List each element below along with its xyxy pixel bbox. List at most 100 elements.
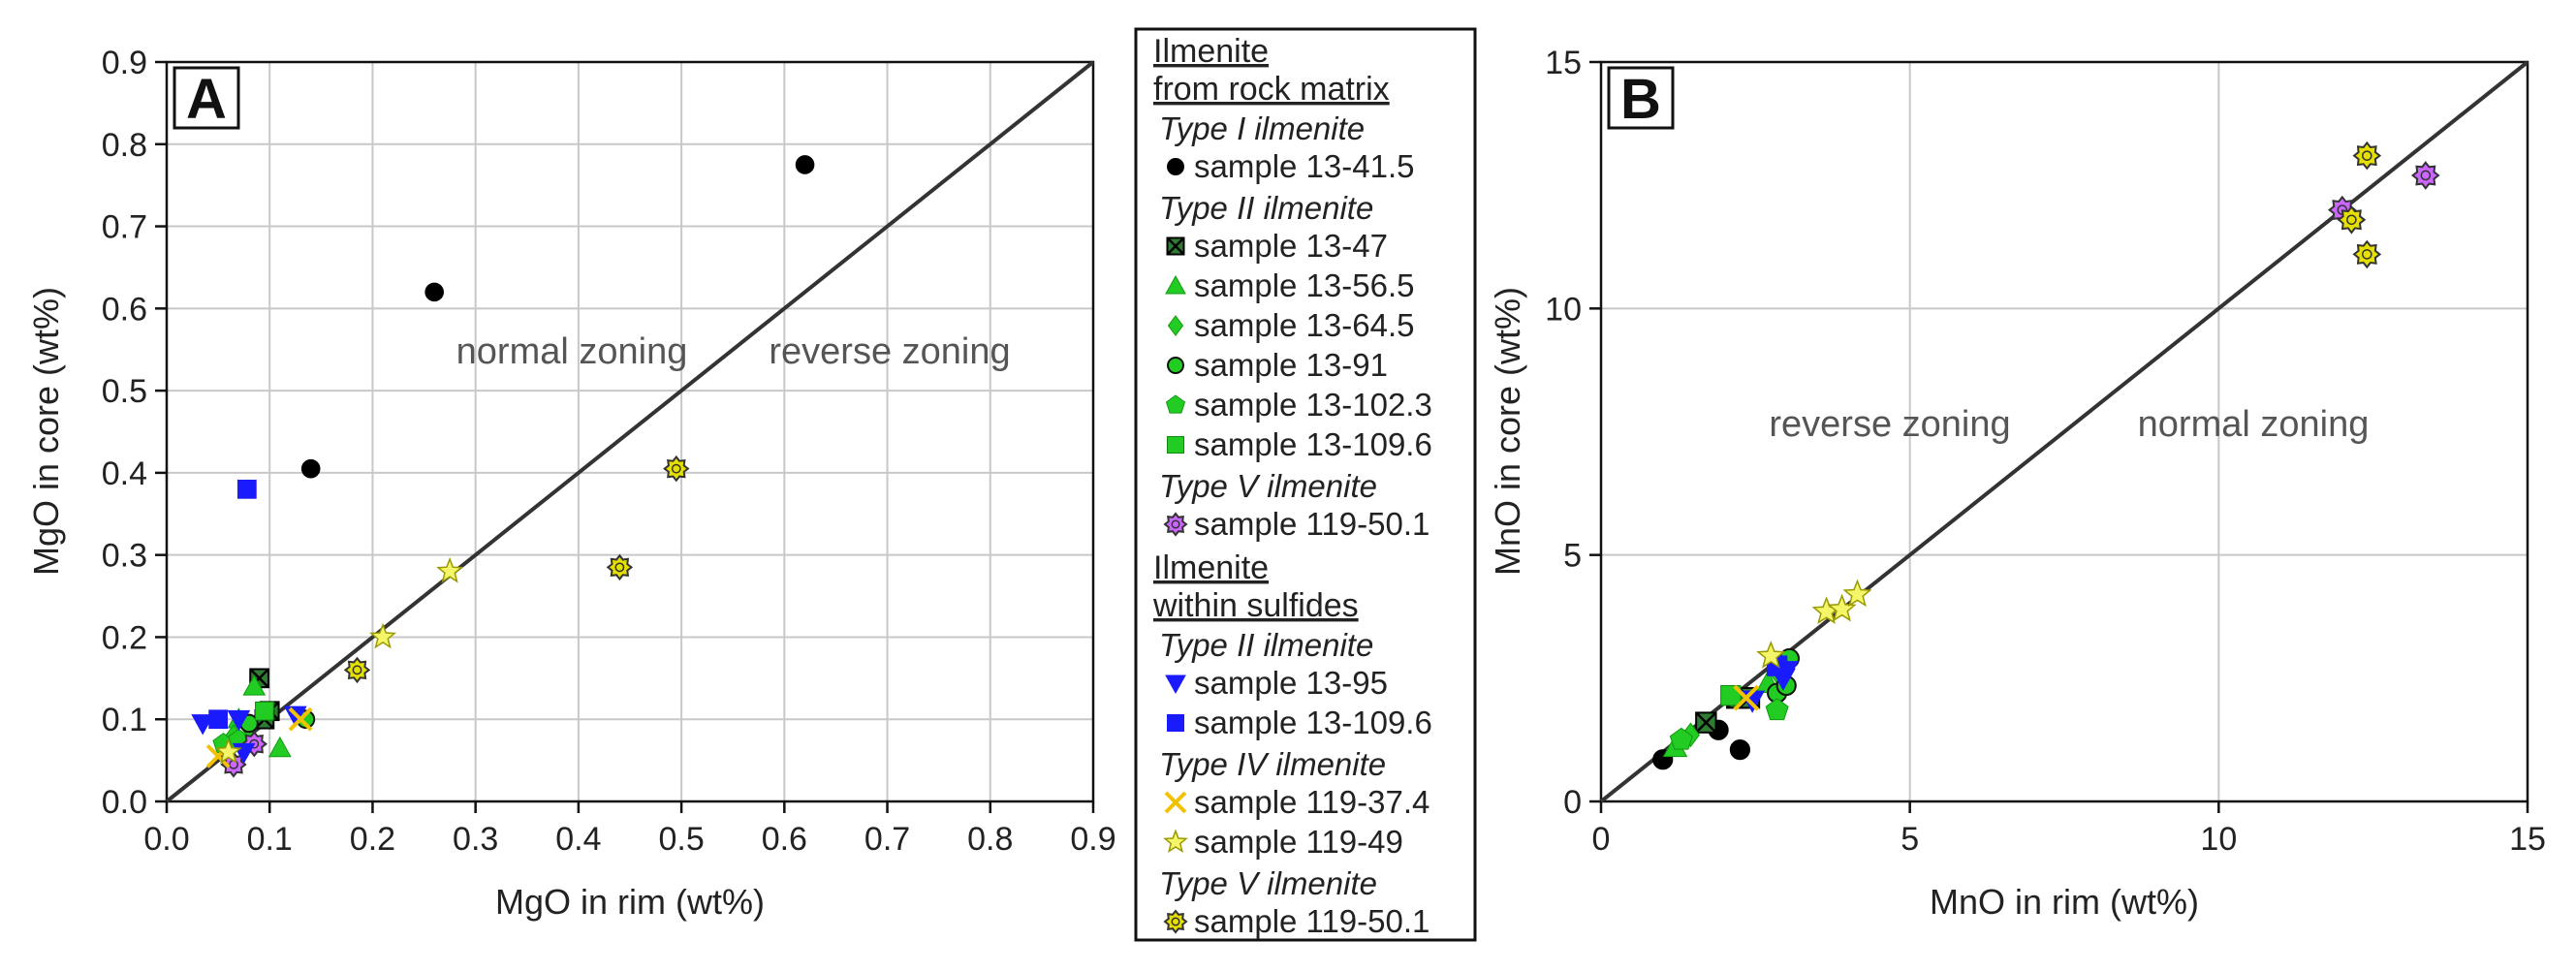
legend-marker (1165, 394, 1186, 414)
marker-shape (606, 553, 634, 581)
legend-marker (1163, 829, 1188, 853)
data-point (237, 479, 257, 499)
data-point (208, 709, 228, 730)
legend-marker (1167, 158, 1184, 175)
legend-group-title: Type V ilmenite (1159, 865, 1377, 901)
legend-group-title: Type IV ilmenite (1159, 746, 1386, 782)
data-point (255, 701, 274, 721)
marker-shape (369, 622, 397, 649)
x-tick-label: 0.8 (967, 821, 1013, 858)
x-tick-label: 0 (1592, 821, 1611, 858)
y-tick-label: 10 (1545, 291, 1582, 328)
legend-entry-label: sample 13-109.6 (1194, 426, 1432, 462)
y-tick-label: 0.2 (102, 619, 147, 656)
y-axis-label: MgO in core (wt%) (26, 287, 66, 576)
marker-center (614, 562, 625, 573)
y-tick-label: 0 (1563, 784, 1582, 821)
marker-shape (255, 701, 274, 721)
legend-entry-label: sample 13-91 (1194, 347, 1388, 383)
legend-group-title: Type I ilmenite (1159, 110, 1365, 146)
data-point (1669, 727, 1693, 750)
data-point (214, 737, 242, 765)
x-tick-label: 0.0 (143, 821, 189, 858)
marker-shape (1167, 714, 1184, 732)
x-tick-label: 0.5 (658, 821, 704, 858)
data-point (436, 556, 464, 583)
marker-center (2361, 249, 2372, 260)
legend-marker (1165, 274, 1186, 295)
data-point (2337, 204, 2367, 235)
marker-shape (2352, 141, 2382, 171)
marker-shape (1167, 436, 1184, 454)
data-point (369, 622, 397, 649)
marker-shape (1165, 394, 1186, 414)
marker-shape (1163, 909, 1188, 934)
marker-shape (1167, 357, 1184, 374)
data-point (1765, 698, 1789, 721)
legend-marker (1167, 714, 1184, 732)
marker-shape (436, 556, 464, 583)
legend-entry-label: sample 119-37.4 (1194, 784, 1429, 820)
legend-entry-label: sample 119-50.1 (1194, 506, 1429, 542)
legend-section-heading: from rock matrix (1153, 71, 1390, 108)
x-tick-label: 0.9 (1070, 821, 1115, 858)
marker-shape (1756, 641, 1786, 669)
data-point (606, 553, 634, 581)
y-tick-label: 0.6 (102, 291, 147, 328)
chart-panel-b: 0 5 10 15 0 5 10 15 reverse zoning normal zoning B… (1488, 45, 2546, 922)
x-tick-label: 0.2 (350, 821, 395, 858)
data-point (288, 706, 313, 732)
data-point (2352, 141, 2382, 171)
marker-shape (424, 282, 444, 302)
data-point (424, 282, 444, 302)
legend-section-heading: Ilmenite (1153, 549, 1269, 586)
data-point (1695, 711, 1717, 734)
x-tick-label: 0.7 (864, 821, 910, 858)
legend-group-title: Type II ilmenite (1159, 190, 1373, 226)
data-point (242, 674, 267, 696)
marker-shape (1167, 158, 1184, 175)
marker-shape (2410, 161, 2440, 190)
marker-shape (191, 714, 215, 736)
marker-shape (214, 737, 242, 765)
marker-shape (1163, 512, 1188, 537)
y-axis-label: MnO in core (wt%) (1488, 287, 1527, 576)
marker-shape (663, 455, 690, 483)
data-point (1733, 684, 1760, 711)
y-tick-label: 15 (1545, 45, 1582, 81)
data-point (1720, 684, 1742, 706)
marker-shape (267, 736, 292, 758)
y-tick-label: 5 (1563, 538, 1582, 575)
legend-entry-label: sample 13-47 (1194, 228, 1388, 264)
legend-entry-label: sample 119-50.1 (1194, 903, 1429, 939)
marker-shape (1165, 674, 1186, 695)
x-tick-label: 5 (1901, 821, 1919, 858)
marker-center (2420, 170, 2432, 181)
marker-center (1171, 917, 1180, 926)
data-point (2410, 161, 2440, 190)
x-tick-label: 0.6 (762, 821, 807, 858)
marker-shape (1827, 593, 1857, 622)
y-tick-label: 0.0 (102, 784, 147, 821)
marker-shape (2337, 204, 2367, 235)
marker-shape (227, 709, 251, 732)
data-point (1756, 641, 1786, 669)
marker-shape (1164, 791, 1187, 814)
zoning-annotation: normal zoning (2138, 404, 2370, 445)
marker-center (352, 665, 362, 675)
marker-shape (242, 674, 267, 696)
legend-entry-label: sample 119-49 (1194, 824, 1403, 860)
y-tick-label: 0.9 (102, 45, 147, 81)
legend-marker (1167, 357, 1184, 374)
data-point (1729, 738, 1751, 761)
data-point (300, 458, 321, 479)
marker-shape (1166, 236, 1185, 256)
legend-marker (1165, 674, 1186, 695)
data-point (1842, 579, 1872, 608)
data-point (343, 656, 371, 684)
marker-center (2346, 214, 2357, 226)
x-axis-label: MgO in rim (wt%) (495, 882, 765, 922)
x-axis-label: MnO in rim (wt%) (1930, 882, 2199, 922)
